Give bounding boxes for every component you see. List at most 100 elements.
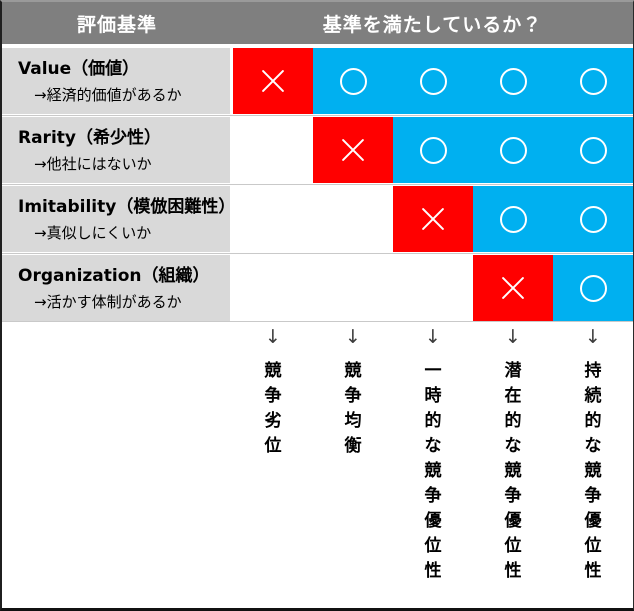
criteria-label-cell: Rarity（希少性） →他社にはないか (2, 117, 230, 183)
criteria-row: Rarity（希少性） →他社にはないか (2, 117, 633, 183)
outcome-label-char: 続 (584, 386, 602, 406)
outcome-label-char: 持 (584, 361, 602, 381)
outcome-label-char: 性 (424, 561, 442, 581)
outcome-column: ↓ 潜在的な競争優位性 (473, 326, 553, 596)
outcome-column: ↓ 競争均衡 (313, 326, 393, 596)
outcome-label: 一時的な競争優位性 (425, 359, 442, 584)
outcome-label-char: 競 (424, 461, 442, 481)
outcome-label-char: 一 (424, 361, 442, 381)
yes-cell (473, 186, 553, 252)
down-arrow-icon: ↓ (265, 326, 281, 348)
outcome-label-char: 位 (264, 436, 282, 456)
x-mark-icon (339, 136, 367, 164)
criteria-label-cell: Organization（組織） →活かす体制があるか (2, 255, 230, 321)
outcome-column: ↓ 持続的な競争優位性 (553, 326, 633, 596)
circle-mark-icon (499, 67, 527, 95)
criteria-label-cell: Value（価値） →経済的価値があるか (2, 48, 230, 114)
yes-cell (553, 117, 633, 183)
outcome-label-char: 時 (424, 386, 442, 406)
outcome-label-char: 位 (504, 536, 522, 556)
circle-mark-icon (580, 205, 607, 233)
yes-cell (313, 48, 393, 114)
criteria-row: Organization（組織） →活かす体制があるか (2, 255, 633, 321)
divider-line (2, 253, 633, 254)
no-cell (473, 255, 553, 321)
circle-mark-icon (580, 67, 607, 95)
no-cell (233, 48, 313, 114)
x-mark-icon (419, 205, 447, 233)
circle-mark-icon (499, 136, 527, 164)
outcome-label: 競争均衡 (345, 359, 362, 459)
outcome-label-char: 的 (584, 411, 602, 431)
outcome-label-char: 競 (264, 361, 282, 381)
outcome-column: ↓ 競争劣位 (233, 326, 313, 596)
down-arrow-icon: ↓ (585, 326, 601, 348)
criteria-subtitle: →活かす体制があるか (34, 293, 182, 311)
outcome-label: 競争劣位 (265, 359, 282, 459)
criteria-label-cell: Imitability（模倣困難性） →真似しにくいか (2, 186, 236, 252)
outcome-label-char: 競 (584, 461, 602, 481)
outcome-label-char: 位 (424, 536, 442, 556)
outcome-label-char: 争 (584, 486, 602, 506)
outcome-label-char: な (504, 436, 522, 456)
x-mark-icon (259, 67, 287, 95)
criteria-subtitle: →真似しにくいか (34, 224, 152, 242)
outcome-column: ↓ 一時的な競争優位性 (393, 326, 473, 596)
outcome-label-char: 潜 (504, 361, 522, 381)
circle-mark-icon (580, 274, 607, 302)
criteria-title: Imitability（模倣困難性） (18, 197, 236, 217)
circle-mark-icon (419, 136, 447, 164)
down-arrow-icon: ↓ (345, 326, 361, 348)
criteria-title: Organization（組織） (18, 266, 210, 286)
criteria-subtitle: →経済的価値があるか (34, 86, 182, 104)
outcome-label: 持続的な競争優位性 (585, 359, 602, 584)
outcome-label-char: 争 (504, 486, 522, 506)
outcome-label-char: 優 (504, 511, 522, 531)
outcome-label-char: 劣 (264, 411, 282, 431)
criteria-subtitle: →他社にはないか (34, 155, 152, 173)
outcome-label-char: 均 (344, 411, 362, 431)
outcome-label-char: 争 (424, 486, 442, 506)
divider-line (2, 321, 633, 322)
outcome-label-char: 競 (504, 461, 522, 481)
outcome-label-char: 優 (584, 511, 602, 531)
yes-cell (473, 117, 553, 183)
criteria-row: Value（価値） →経済的価値があるか (2, 48, 633, 114)
outcome-label-char: 競 (344, 361, 362, 381)
no-cell (393, 186, 473, 252)
circle-mark-icon (580, 136, 607, 164)
outcome-label: 潜在的な競争優位性 (505, 359, 522, 584)
circle-mark-icon (499, 205, 527, 233)
header-question: 基準を満たしているか？ (322, 13, 543, 36)
yes-cell (473, 48, 553, 114)
outcome-label-char: 的 (504, 411, 522, 431)
outcome-label-char: 性 (584, 561, 602, 581)
circle-mark-icon (339, 67, 367, 95)
outcome-label-char: 争 (264, 386, 282, 406)
outcome-label-char: 在 (504, 386, 522, 406)
outcome-label-char: な (424, 436, 442, 456)
outcome-label-char: 的 (424, 411, 442, 431)
no-cell (313, 117, 393, 183)
table-header: 評価基準 基準を満たしているか？ (2, 2, 633, 44)
yes-cell (553, 255, 633, 321)
x-mark-icon (499, 274, 527, 302)
yes-cell (393, 48, 473, 114)
circle-mark-icon (419, 67, 447, 95)
divider-line (2, 184, 633, 185)
yes-cell (553, 48, 633, 114)
outcome-label-char: 争 (344, 386, 362, 406)
criteria-title: Rarity（希少性） (18, 128, 161, 148)
outcome-label-char: な (584, 436, 602, 456)
yes-cell (553, 186, 633, 252)
criteria-title: Value（価値） (18, 59, 140, 79)
down-arrow-icon: ↓ (505, 326, 521, 348)
divider-line (2, 115, 633, 116)
outcome-label-char: 位 (584, 536, 602, 556)
down-arrow-icon: ↓ (425, 326, 441, 348)
outcome-label-char: 優 (424, 511, 442, 531)
yes-cell (393, 117, 473, 183)
criteria-row: Imitability（模倣困難性） →真似しにくいか (2, 186, 633, 252)
outcome-label-char: 衡 (344, 436, 362, 456)
